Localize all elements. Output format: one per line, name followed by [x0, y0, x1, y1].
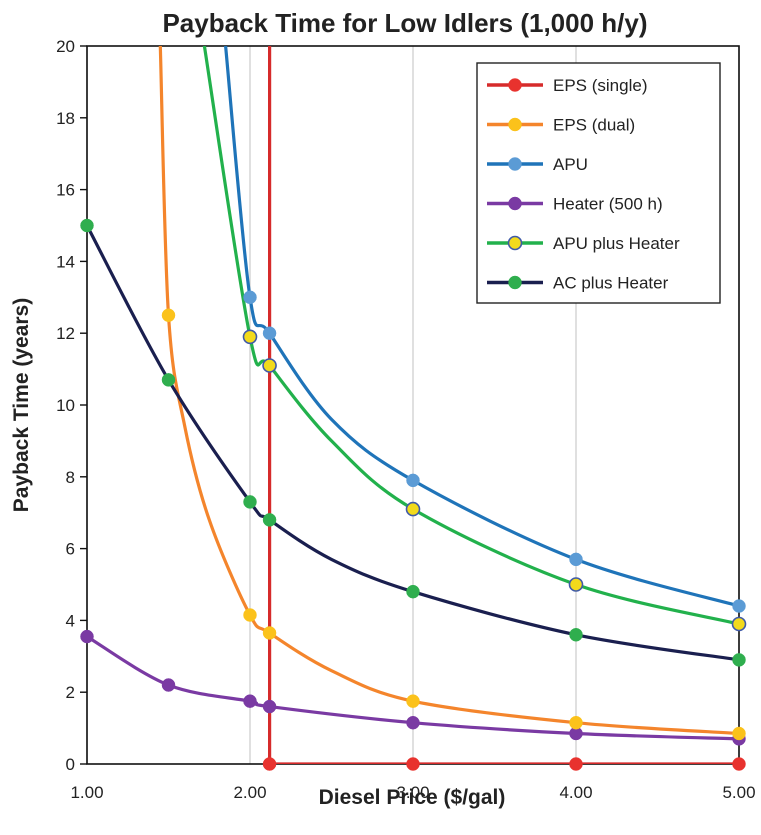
legend-entry-apu: APU: [487, 155, 588, 174]
x-tick-label-1: 2.00: [233, 783, 266, 802]
series-markers-eps-dual: [161, 308, 746, 741]
data-point-apu-0: [243, 290, 257, 305]
legend-entry-ac-plus-heater: AC plus Heater: [487, 274, 669, 293]
x-tick-label-3: 4.00: [559, 783, 592, 802]
legend-swatch-marker-apu-plus-heater: [507, 235, 523, 251]
data-point-eps-dual-2: [262, 626, 277, 640]
data-point-ac-plus-heater-2: [243, 495, 257, 509]
legend-swatch-marker-ac-plus-heater: [508, 275, 522, 290]
data-point-eps-dual-1: [243, 608, 257, 622]
data-point-eps-dual-3: [406, 694, 420, 708]
legend-label-apu-plus-heater: APU plus Heater: [553, 234, 680, 253]
y-tick-label-3: 6: [66, 540, 75, 559]
data-point-apu-2: [406, 473, 420, 488]
series-markers-apu: [243, 290, 746, 613]
data-point-ac-plus-heater-4: [406, 584, 420, 599]
legend-label-heater-500-h: Heater (500 h): [553, 195, 663, 214]
legend-box: [476, 62, 721, 304]
legend-entry-eps-single: EPS (single): [487, 76, 647, 95]
data-point-heater-500-h-2: [243, 694, 257, 708]
data-point-apu-3: [569, 552, 583, 567]
data-point-apu-1: [262, 326, 277, 340]
y-tick-label-1: 2: [66, 683, 75, 702]
data-point-apu-plus-heater-3: [568, 577, 584, 592]
legend-label-eps-single: EPS (single): [553, 76, 647, 95]
y-tick-label-5: 10: [56, 396, 75, 415]
data-point-apu-plus-heater-4: [731, 616, 747, 632]
data-point-ac-plus-heater-5: [569, 628, 583, 642]
data-point-eps-dual-5: [732, 726, 746, 741]
data-point-heater-500-h-1: [161, 678, 176, 692]
series-markers-ac-plus-heater: [80, 218, 746, 667]
y-tick-label-7: 14: [56, 252, 75, 271]
y-tick-label-8: 16: [56, 181, 75, 200]
y-tick-label-0: 0: [66, 755, 75, 774]
legend-swatch-marker-heater-500-h: [508, 196, 522, 211]
data-point-ac-plus-heater-6: [732, 653, 746, 667]
data-point-eps-single-0: [262, 757, 277, 771]
data-point-eps-single-1: [406, 757, 420, 771]
data-point-heater-500-h-3: [262, 699, 277, 714]
legend-swatch-marker-eps-single: [508, 78, 522, 92]
data-point-eps-single-3: [732, 757, 746, 771]
y-axis-title: Payback Time (years): [10, 298, 33, 512]
data-point-heater-500-h-0: [80, 629, 94, 644]
legend-entry-heater-500-h: Heater (500 h): [487, 195, 663, 214]
data-point-apu-plus-heater-1: [262, 358, 277, 373]
legend-swatch-marker-apu: [508, 157, 522, 171]
data-point-eps-single-2: [569, 757, 583, 771]
data-point-apu-plus-heater-2: [405, 501, 421, 517]
data-point-eps-dual-0: [161, 308, 176, 322]
legend-label-apu: APU: [553, 155, 588, 174]
legend-entry-apu-plus-heater: APU plus Heater: [487, 234, 680, 253]
data-point-ac-plus-heater-3: [262, 513, 277, 527]
series-layer: [80, 46, 747, 771]
legend-swatch-marker-eps-dual: [508, 117, 522, 132]
legend-label-ac-plus-heater: AC plus Heater: [553, 274, 669, 293]
legend-label-eps-dual: EPS (dual): [553, 116, 635, 135]
y-tick-label-6: 12: [56, 324, 75, 343]
y-tick-label-4: 8: [66, 468, 75, 487]
data-point-ac-plus-heater-1: [161, 373, 176, 387]
data-point-eps-dual-4: [569, 715, 583, 730]
x-tick-label-2: 3.00: [396, 783, 429, 802]
y-tick-label-9: 18: [56, 109, 75, 128]
data-point-apu-4: [732, 599, 746, 613]
data-point-apu-plus-heater-0: [242, 329, 258, 345]
legend: EPS (single) EPS (dual) APU Heater (500 h) A…: [476, 62, 721, 304]
series-markers-apu-plus-heater: [242, 329, 747, 632]
y-tick-label-2: 4: [66, 611, 75, 630]
x-axis-title: Diesel Price ($/gal): [319, 786, 506, 809]
data-point-heater-500-h-4: [406, 715, 420, 730]
series-markers-eps-single: [262, 757, 746, 771]
y-tick-label-10: 20: [56, 37, 75, 56]
x-tick-label-4: 5.00: [722, 783, 755, 802]
data-point-ac-plus-heater-0: [80, 218, 94, 233]
x-tick-label-0: 1.00: [70, 783, 103, 802]
legend-entry-eps-dual: EPS (dual): [487, 116, 635, 135]
chart-title: Payback Time for Low Idlers (1,000 h/y): [162, 8, 647, 38]
